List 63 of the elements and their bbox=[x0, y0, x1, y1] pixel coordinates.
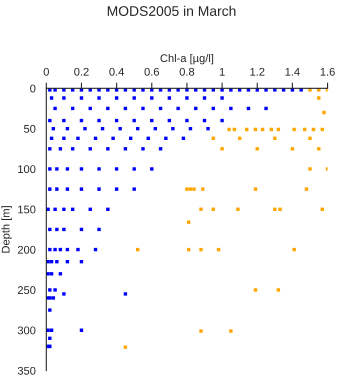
y-tick-label: 300 bbox=[18, 326, 36, 334]
point bbox=[192, 187, 196, 191]
y-tick-label: 150 bbox=[18, 206, 36, 214]
x-tick-label: 0.2 bbox=[74, 68, 89, 76]
point bbox=[254, 187, 258, 191]
x-tick-label: 1 bbox=[220, 68, 225, 76]
y-tick-label: 200 bbox=[18, 246, 36, 254]
point bbox=[256, 147, 259, 150]
point bbox=[136, 248, 140, 252]
point bbox=[254, 128, 258, 132]
point bbox=[186, 220, 190, 224]
point bbox=[308, 136, 312, 140]
point bbox=[216, 248, 220, 252]
point bbox=[317, 147, 320, 150]
point bbox=[312, 128, 316, 132]
point bbox=[229, 329, 233, 333]
point bbox=[276, 288, 280, 292]
y-tick-label: 100 bbox=[18, 165, 36, 174]
point bbox=[317, 96, 320, 100]
point bbox=[260, 128, 264, 132]
point bbox=[212, 208, 216, 211]
point bbox=[185, 187, 189, 191]
x-tick-label: 0.6 bbox=[144, 68, 160, 76]
point bbox=[188, 187, 192, 191]
point bbox=[124, 345, 128, 349]
point bbox=[212, 136, 216, 140]
point bbox=[290, 147, 294, 150]
point bbox=[303, 128, 306, 132]
y-tick-label: 0 bbox=[30, 84, 36, 92]
point bbox=[238, 136, 242, 140]
point bbox=[201, 187, 204, 191]
point bbox=[292, 248, 296, 252]
y-tick-label: 50 bbox=[24, 124, 36, 133]
x-tick-label: 0 bbox=[44, 68, 49, 76]
x-tick-label: 0.8 bbox=[180, 68, 194, 76]
y-tick-label: 250 bbox=[18, 286, 36, 294]
y-axis-title: Depth [m] bbox=[1, 206, 12, 253]
point bbox=[220, 147, 224, 150]
point bbox=[273, 136, 277, 140]
point bbox=[276, 128, 280, 132]
y-tick-label: 350 bbox=[18, 366, 36, 375]
point bbox=[322, 110, 326, 114]
x-tick-label: 1.4 bbox=[286, 68, 300, 76]
point bbox=[186, 248, 190, 252]
x-axis-title: Chl-a [µg/l] bbox=[160, 54, 214, 64]
point bbox=[278, 208, 282, 211]
point bbox=[304, 187, 308, 191]
point bbox=[199, 208, 203, 211]
x-tick-label: 1.2 bbox=[250, 68, 264, 76]
point bbox=[320, 128, 324, 132]
point bbox=[232, 128, 236, 132]
point bbox=[292, 128, 296, 132]
point bbox=[245, 128, 248, 132]
point bbox=[254, 288, 258, 292]
point bbox=[273, 208, 277, 211]
point bbox=[236, 208, 240, 211]
chart-title: MODS2005 in March bbox=[108, 6, 236, 16]
point bbox=[320, 208, 324, 211]
x-tick-label: 0.4 bbox=[109, 68, 124, 76]
point bbox=[227, 128, 231, 132]
point bbox=[270, 128, 274, 132]
point bbox=[199, 248, 203, 252]
x-tick-label: 1.6 bbox=[320, 68, 335, 76]
